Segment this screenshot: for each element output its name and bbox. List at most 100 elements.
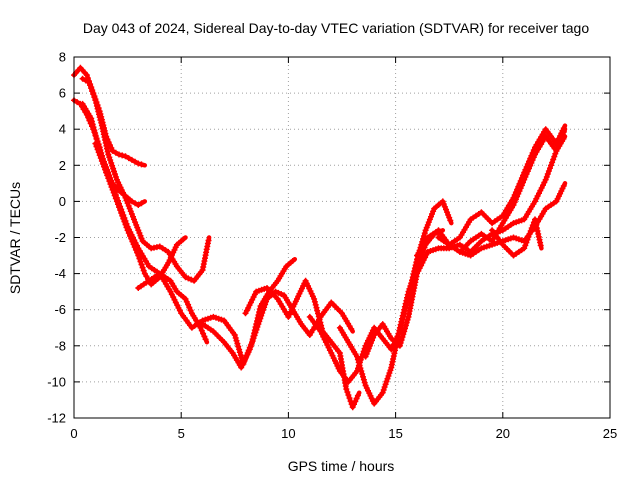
data-point-marker bbox=[232, 334, 239, 341]
data-point-marker bbox=[524, 161, 531, 168]
data-point-marker bbox=[404, 291, 411, 298]
data-point-marker bbox=[98, 158, 105, 164]
data-point-marker bbox=[381, 384, 388, 391]
data-point-marker bbox=[311, 298, 318, 305]
data-point-marker bbox=[107, 181, 114, 188]
y-tick-label: 4 bbox=[59, 122, 66, 137]
data-point-marker bbox=[89, 121, 96, 128]
data-point-marker bbox=[311, 295, 318, 302]
data-point-marker bbox=[522, 166, 529, 173]
data-point-marker bbox=[202, 336, 209, 343]
data-point-marker bbox=[90, 124, 97, 131]
data-point-marker bbox=[125, 155, 132, 162]
data-point-marker bbox=[246, 346, 253, 353]
data-point-marker bbox=[235, 343, 242, 350]
data-point-marker bbox=[105, 175, 112, 182]
data-point-marker bbox=[345, 392, 352, 399]
data-point-marker bbox=[550, 156, 557, 163]
data-point-marker bbox=[526, 230, 533, 237]
data-point-marker bbox=[112, 195, 119, 202]
data-point-marker bbox=[188, 276, 195, 283]
series-track-5 bbox=[92, 140, 188, 288]
data-point-marker bbox=[527, 228, 534, 234]
data-point-marker bbox=[94, 105, 101, 112]
data-point-marker bbox=[130, 241, 137, 248]
data-point-marker bbox=[109, 162, 116, 169]
data-point-marker bbox=[259, 309, 266, 316]
data-point-marker bbox=[121, 218, 128, 225]
y-tick-label: -10 bbox=[47, 374, 66, 389]
data-point-marker bbox=[97, 117, 104, 123]
data-point-marker bbox=[139, 264, 146, 271]
series-track-3 bbox=[79, 75, 212, 284]
data-point-marker bbox=[397, 339, 404, 346]
data-point-marker bbox=[343, 386, 350, 393]
data-point-marker bbox=[318, 322, 325, 329]
data-point-marker bbox=[526, 158, 532, 165]
data-point-marker bbox=[384, 375, 391, 382]
data-point-marker bbox=[108, 184, 115, 190]
data-point-marker bbox=[135, 252, 142, 259]
data-point-marker bbox=[113, 198, 120, 205]
y-axis-label: SDTVAR / TECUs bbox=[7, 182, 23, 294]
data-point-marker bbox=[420, 233, 427, 240]
data-point-marker bbox=[549, 159, 556, 166]
data-point-marker bbox=[128, 156, 135, 163]
data-point-marker bbox=[316, 316, 323, 323]
data-point-marker bbox=[102, 139, 109, 146]
data-point-marker bbox=[545, 168, 552, 175]
data-point-marker bbox=[115, 201, 121, 208]
data-point-marker bbox=[94, 146, 101, 153]
y-tick-label: 2 bbox=[59, 158, 66, 173]
data-point-marker bbox=[92, 140, 99, 147]
data-point-marker bbox=[354, 353, 360, 360]
data-point-marker bbox=[107, 157, 114, 164]
data-point-marker bbox=[256, 318, 263, 325]
data-point-marker bbox=[233, 337, 240, 344]
data-point-marker bbox=[125, 202, 132, 209]
data-point-marker bbox=[123, 224, 130, 231]
data-point-marker bbox=[400, 331, 407, 338]
y-tick-label: -4 bbox=[54, 266, 66, 281]
data-point-marker bbox=[510, 194, 517, 201]
data-point-marker bbox=[201, 333, 208, 340]
y-tick-label: -6 bbox=[54, 302, 66, 317]
data-point-marker bbox=[82, 77, 89, 84]
data-point-marker bbox=[261, 304, 268, 311]
data-point-marker bbox=[200, 330, 207, 337]
data-point-marker bbox=[356, 362, 363, 369]
series-track-15 bbox=[489, 216, 544, 259]
data-point-marker bbox=[106, 178, 113, 185]
data-point-marker bbox=[518, 175, 525, 182]
data-point-marker bbox=[110, 189, 117, 196]
ticks: 0 5 10 15 20 25 -12 -10 -8 -6 -4 -2 0 2 4 6 8 bbox=[47, 50, 617, 442]
data-point-marker bbox=[102, 166, 109, 173]
data-point-marker bbox=[231, 332, 238, 338]
data-point-marker bbox=[90, 91, 97, 98]
data-point-marker bbox=[402, 322, 409, 329]
data-point-marker bbox=[92, 130, 99, 137]
data-point-marker bbox=[117, 207, 124, 214]
data-point-marker bbox=[275, 289, 282, 296]
data-point-marker bbox=[128, 198, 135, 205]
data-point-marker bbox=[523, 239, 530, 246]
data-point-marker bbox=[236, 349, 243, 356]
data-point-marker bbox=[314, 307, 321, 314]
data-point-marker bbox=[528, 225, 535, 232]
data-point-marker bbox=[260, 307, 267, 314]
data-point-marker bbox=[205, 237, 212, 244]
data-point-marker bbox=[406, 285, 413, 292]
data-point-marker bbox=[398, 337, 405, 343]
data-point-marker bbox=[355, 359, 362, 366]
data-point-marker bbox=[251, 332, 258, 339]
data-point-marker bbox=[185, 301, 192, 308]
data-point-marker bbox=[515, 183, 522, 190]
data-point-marker bbox=[236, 346, 243, 353]
data-point-marker bbox=[110, 165, 117, 172]
data-point-marker bbox=[140, 267, 147, 274]
data-point-marker bbox=[112, 173, 119, 180]
data-point-marker bbox=[128, 235, 135, 242]
data-point-marker bbox=[106, 154, 113, 161]
data-point-marker bbox=[111, 168, 117, 175]
